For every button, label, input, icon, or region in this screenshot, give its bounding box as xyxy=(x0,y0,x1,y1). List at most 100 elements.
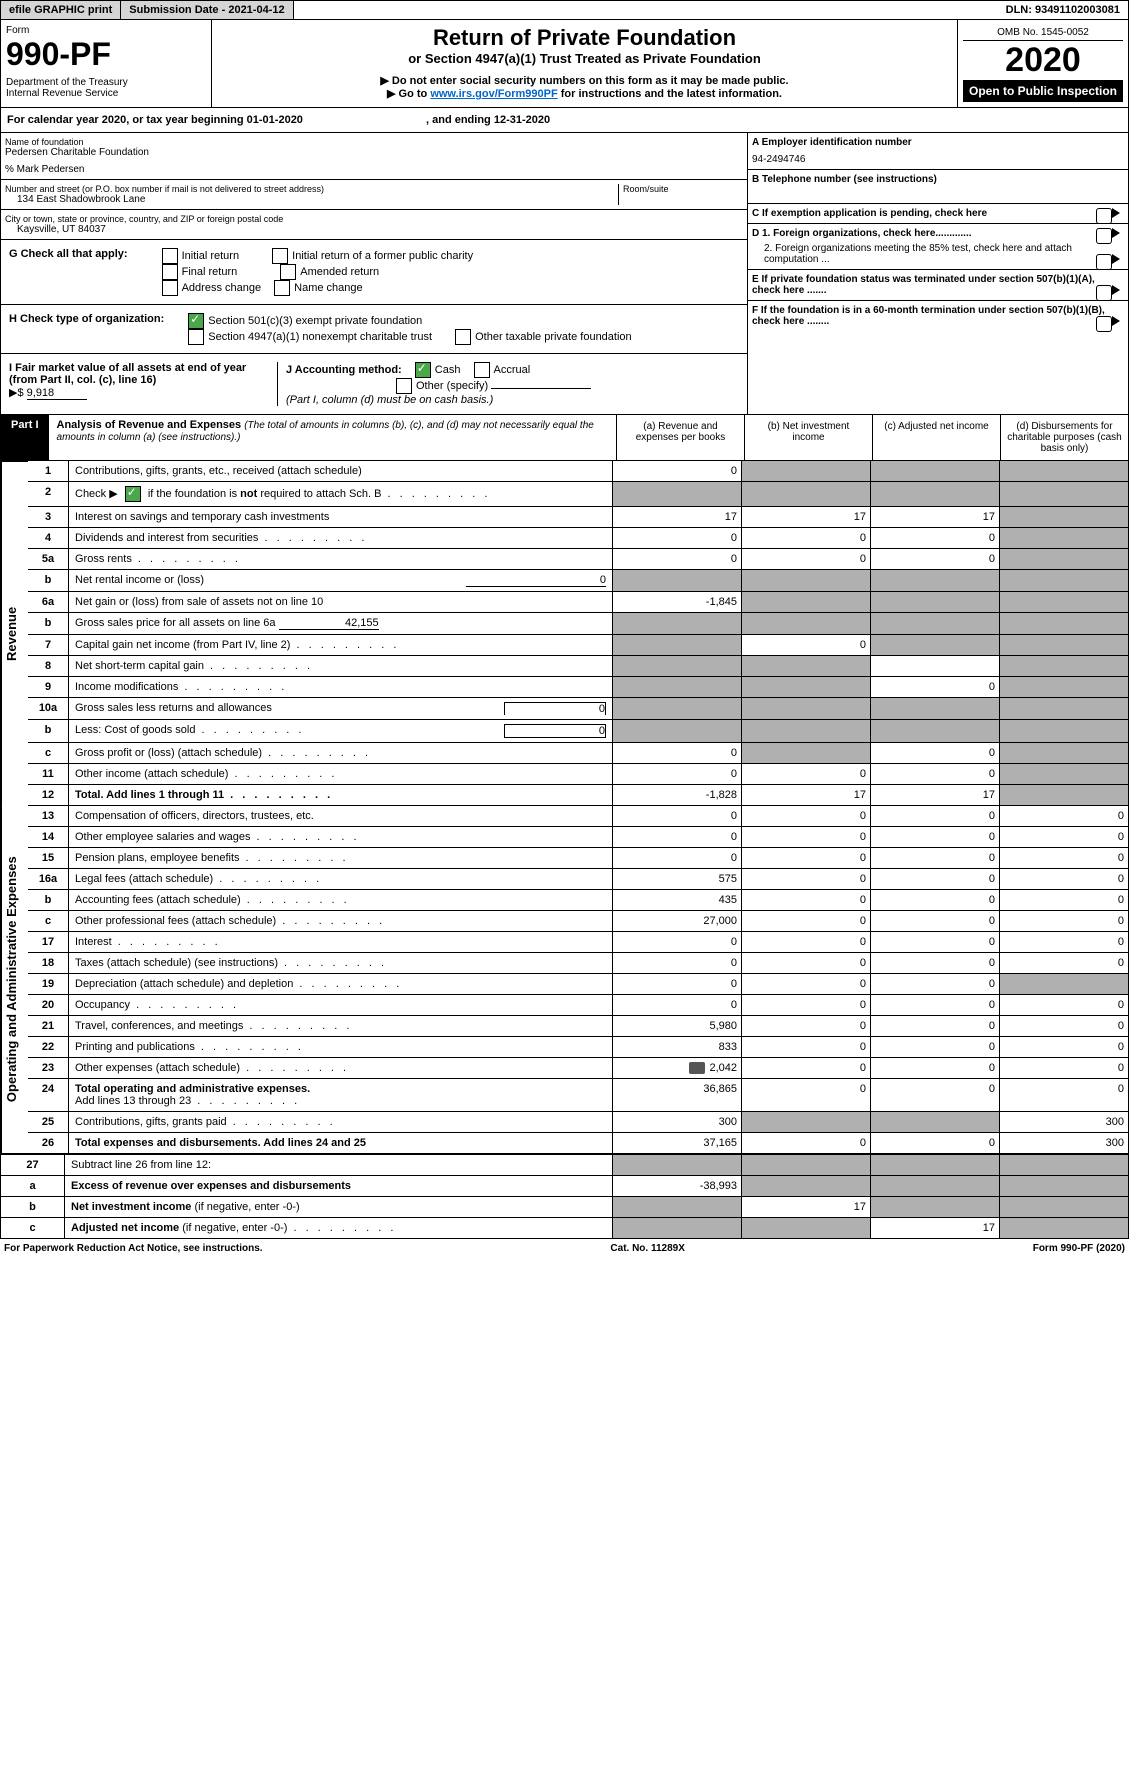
col-d-header: (d) Disbursements for charitable purpose… xyxy=(1001,415,1128,460)
line-3: 3 Interest on savings and temporary cash… xyxy=(28,506,1128,527)
line-16a: 16a Legal fees (attach schedule) 575 0 0… xyxy=(28,868,1128,889)
checkbox-sch-b[interactable] xyxy=(125,486,141,502)
care-of: % Mark Pedersen xyxy=(5,164,743,175)
page-footer: For Paperwork Reduction Act Notice, see … xyxy=(0,1239,1129,1258)
line-12: 12 Total. Add lines 1 through 11 -1,828 … xyxy=(28,784,1128,806)
part1-header: Part I Analysis of Revenue and Expenses … xyxy=(0,415,1129,461)
line-9: 9 Income modifications 0 xyxy=(28,676,1128,697)
line-26: 26 Total expenses and disbursements. Add… xyxy=(28,1132,1128,1153)
foundation-name-row: Name of foundation Pedersen Charitable F… xyxy=(1,133,747,180)
checkbox-name-change[interactable] xyxy=(274,280,290,296)
line-27a: a Excess of revenue over expenses and di… xyxy=(1,1175,1128,1196)
checkbox-c[interactable] xyxy=(1096,208,1112,224)
j-section: J Accounting method: Cash Accrual Other … xyxy=(278,362,739,406)
g-row: G Check all that apply: Initial return I… xyxy=(1,239,747,305)
line-27: 27 Subtract line 26 from line 12: xyxy=(1,1153,1128,1175)
h-row: H Check type of organization: Section 50… xyxy=(1,305,747,354)
top-bar: efile GRAPHIC print Submission Date - 20… xyxy=(0,0,1129,20)
header-left: Form 990-PF Department of the Treasury I… xyxy=(1,20,212,107)
line-23: 23 Other expenses (attach schedule) 2,04… xyxy=(28,1057,1128,1078)
calendar-year-row: For calendar year 2020, or tax year begi… xyxy=(0,108,1129,133)
line-24: 24 Total operating and administrative ex… xyxy=(28,1078,1128,1111)
arrow-icon xyxy=(1112,285,1120,295)
tax-year: 2020 xyxy=(963,41,1123,80)
c-row: C If exemption application is pending, c… xyxy=(748,204,1128,224)
expense-rows: 13 Compensation of officers, directors, … xyxy=(28,806,1128,1153)
irs-link[interactable]: www.irs.gov/Form990PF xyxy=(430,88,557,100)
line-10b: b Less: Cost of goods sold 0 xyxy=(28,719,1128,742)
revenue-label: Revenue xyxy=(1,461,28,806)
header-center: Return of Private Foundation or Section … xyxy=(212,20,957,107)
part1-title: Analysis of Revenue and Expenses xyxy=(57,419,242,431)
line-14: 14 Other employee salaries and wages 0 0… xyxy=(28,826,1128,847)
checkbox-final-return[interactable] xyxy=(162,264,178,280)
header-right: OMB No. 1545-0052 2020 Open to Public In… xyxy=(957,20,1128,107)
line-20: 20 Occupancy 0 0 0 0 xyxy=(28,994,1128,1015)
entity-right: A Employer identification number 94-2494… xyxy=(747,133,1128,414)
checkbox-d2[interactable] xyxy=(1096,254,1112,270)
col-b-header: (b) Net investment income xyxy=(745,415,873,460)
line-7: 7 Capital gain net income (from Part IV,… xyxy=(28,634,1128,655)
checkbox-501c3[interactable] xyxy=(188,313,204,329)
irs: Internal Revenue Service xyxy=(6,88,206,99)
open-public-label: Open to Public Inspection xyxy=(963,80,1123,102)
ein-value: 94-2494746 xyxy=(752,154,1124,165)
checkbox-cash[interactable] xyxy=(415,362,431,378)
street-address: 134 East Shadowbrook Lane xyxy=(5,194,618,205)
form-title: Return of Private Foundation xyxy=(217,25,952,51)
city-row: City or town, state or province, country… xyxy=(1,210,747,239)
line-6b: b Gross sales price for all assets on li… xyxy=(28,612,1128,634)
checkbox-initial-former[interactable] xyxy=(272,248,288,264)
checkbox-other-taxable[interactable] xyxy=(455,329,471,345)
e-row: E If private foundation status was termi… xyxy=(748,270,1128,301)
entity-info: Name of foundation Pedersen Charitable F… xyxy=(0,133,1129,415)
col-c-header: (c) Adjusted net income xyxy=(873,415,1001,460)
checkbox-amended[interactable] xyxy=(280,264,296,280)
checkbox-other-method[interactable] xyxy=(396,378,412,394)
line-19: 19 Depreciation (attach schedule) and de… xyxy=(28,973,1128,994)
revenue-rows: 1 Contributions, gifts, grants, etc., re… xyxy=(28,461,1128,806)
part1-body: Revenue 1 Contributions, gifts, grants, … xyxy=(0,461,1129,1239)
expenses-label: Operating and Administrative Expenses xyxy=(1,806,28,1153)
ij-row: I Fair market value of all assets at end… xyxy=(1,354,747,414)
instruct-2: ▶ Go to www.irs.gov/Form990PF for instru… xyxy=(217,87,952,100)
line-21: 21 Travel, conferences, and meetings 5,9… xyxy=(28,1015,1128,1036)
line-25: 25 Contributions, gifts, grants paid 300… xyxy=(28,1111,1128,1132)
form-label: Form xyxy=(6,25,206,36)
i-section: I Fair market value of all assets at end… xyxy=(9,362,278,406)
line-8: 8 Net short-term capital gain xyxy=(28,655,1128,676)
instruct-1: ▶ Do not enter social security numbers o… xyxy=(217,74,952,87)
line-6a: 6a Net gain or (loss) from sale of asset… xyxy=(28,591,1128,612)
d-row: D 1. Foreign organizations, check here..… xyxy=(748,224,1128,270)
h-label: H Check type of organization: xyxy=(9,313,164,345)
checkbox-accrual[interactable] xyxy=(474,362,490,378)
checkbox-f[interactable] xyxy=(1096,316,1112,332)
checkbox-4947a1[interactable] xyxy=(188,329,204,345)
omb-number: OMB No. 1545-0052 xyxy=(963,25,1123,41)
footer-right: Form 990-PF (2020) xyxy=(1033,1243,1125,1254)
part1-label: Part I xyxy=(1,415,49,460)
dept: Department of the Treasury xyxy=(6,77,206,88)
dln: DLN: 93491102003081 xyxy=(998,1,1128,19)
line-16c: c Other professional fees (attach schedu… xyxy=(28,910,1128,931)
form-subtitle: or Section 4947(a)(1) Trust Treated as P… xyxy=(217,51,952,66)
f-row: F If the foundation is in a 60-month ter… xyxy=(748,301,1128,331)
footer-mid: Cat. No. 11289X xyxy=(610,1243,684,1254)
checkbox-address-change[interactable] xyxy=(162,280,178,296)
address-row: Number and street (or P.O. box number if… xyxy=(1,180,747,210)
line-27c: c Adjusted net income (if negative, ente… xyxy=(1,1217,1128,1239)
checkbox-e[interactable] xyxy=(1096,285,1112,301)
efile-label: efile GRAPHIC print xyxy=(1,1,121,19)
foundation-name: Pedersen Charitable Foundation xyxy=(5,147,743,158)
checkbox-initial-return[interactable] xyxy=(162,248,178,264)
form-header: Form 990-PF Department of the Treasury I… xyxy=(0,20,1129,108)
line-27b: b Net investment income (if negative, en… xyxy=(1,1196,1128,1217)
arrow-icon xyxy=(1112,316,1120,326)
fmv-value: 9,918 xyxy=(27,387,87,400)
detail-icon[interactable] xyxy=(689,1062,705,1074)
line-15: 15 Pension plans, employee benefits 0 0 … xyxy=(28,847,1128,868)
checkbox-d1[interactable] xyxy=(1096,228,1112,244)
line-5b: b Net rental income or (loss) 0 xyxy=(28,569,1128,591)
form-number: 990-PF xyxy=(6,36,206,73)
line-17: 17 Interest 0 0 0 0 xyxy=(28,931,1128,952)
